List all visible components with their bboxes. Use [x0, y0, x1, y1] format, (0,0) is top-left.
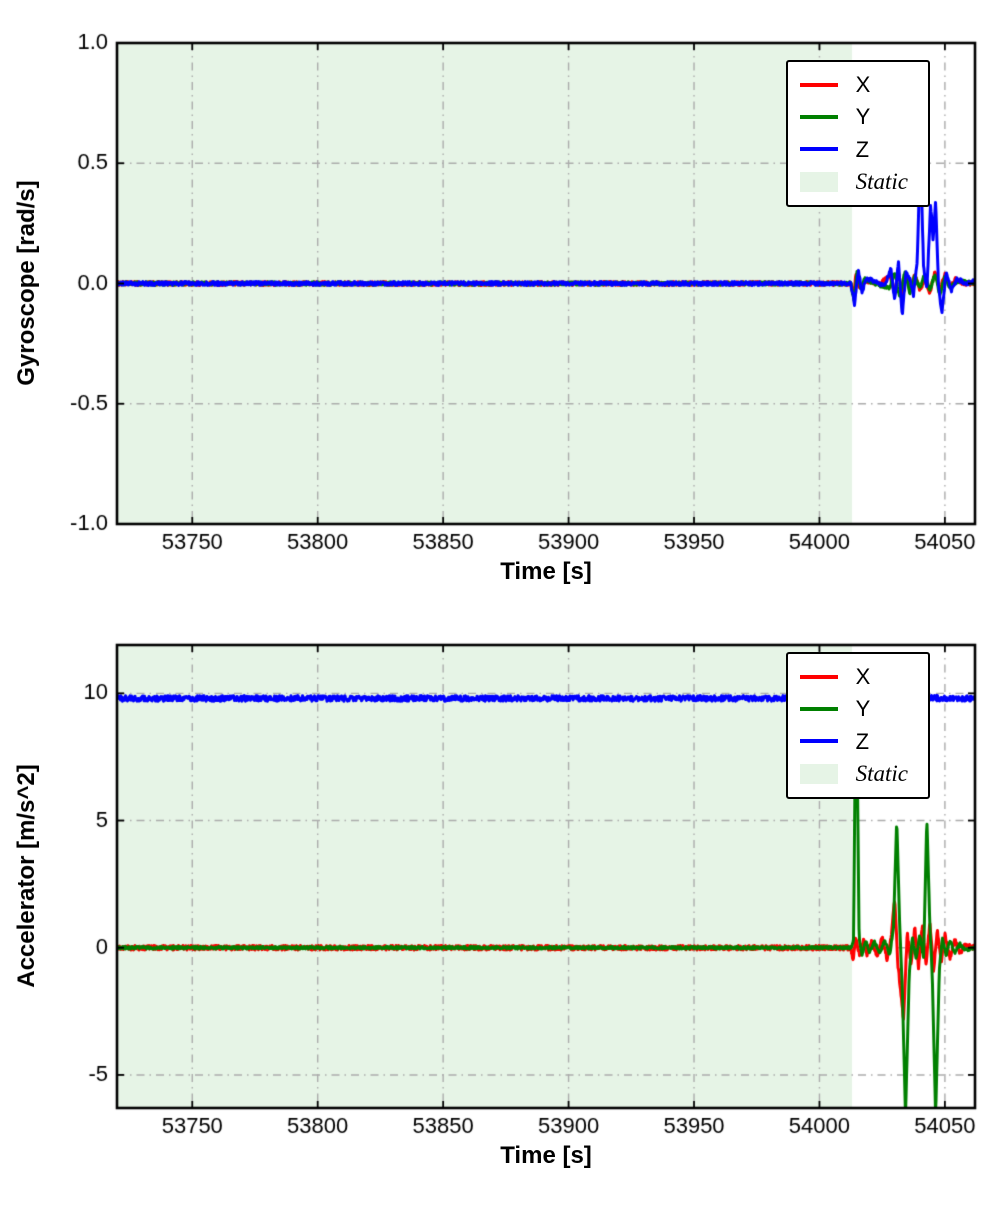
legend-line-swatch	[799, 706, 838, 711]
legend-label: X	[855, 664, 871, 689]
accelerator-y-axis-label: Accelerator [m/s^2]	[13, 764, 40, 988]
accelerator-x-axis-label: Time [s]	[500, 1142, 592, 1169]
legend-label: Y	[855, 696, 871, 722]
accelerator-legend: X Y Z Static	[785, 652, 930, 800]
legend-entry-static: Static	[799, 168, 908, 195]
legend-patch-swatch	[799, 764, 838, 785]
gyroscope-chart: Gyroscope [rad/s] Time [s] X Y Z Static	[0, 0, 992, 600]
legend-line-swatch	[799, 82, 838, 87]
legend-label: X	[855, 72, 871, 97]
legend-label: Static	[855, 760, 908, 786]
legend-entry-x: X	[799, 72, 908, 97]
accelerator-chart: Accelerator [m/s^2] Time [s] X Y Z Static	[0, 600, 992, 1228]
legend-label: Z	[855, 136, 870, 162]
gyroscope-legend: X Y Z Static	[785, 60, 930, 208]
legend-line-swatch	[799, 114, 838, 119]
gyroscope-y-axis-label: Gyroscope [rad/s]	[13, 180, 40, 386]
legend-line-swatch	[799, 147, 838, 152]
legend-label: Static	[855, 168, 908, 194]
legend-label: Z	[855, 728, 870, 754]
legend-label: Y	[855, 104, 871, 130]
legend-entry-z: Z	[799, 728, 908, 754]
legend-patch-swatch	[799, 172, 838, 193]
legend-entry-z: Z	[799, 136, 908, 162]
legend-entry-x: X	[799, 664, 908, 689]
legend-entry-y: Y	[799, 104, 908, 130]
legend-entry-y: Y	[799, 696, 908, 722]
legend-line-swatch	[799, 739, 838, 744]
legend-entry-static: Static	[799, 760, 908, 787]
gyroscope-x-axis-label: Time [s]	[500, 558, 592, 585]
legend-line-swatch	[799, 674, 838, 679]
